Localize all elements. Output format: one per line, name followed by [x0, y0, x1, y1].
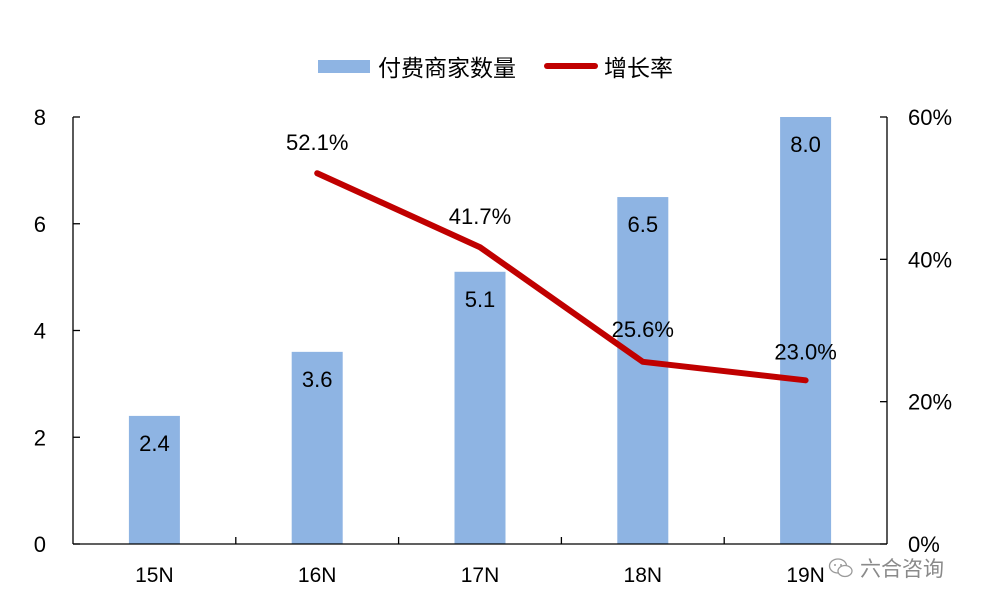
bar-value-label: 3.6 [302, 367, 333, 392]
line-value-label: 41.7% [449, 204, 511, 229]
line-value-label: 25.6% [612, 317, 674, 342]
bar-value-label: 5.1 [465, 287, 496, 312]
chart-legend: 付费商家数量 增长率 [318, 50, 673, 82]
growth-line [314, 170, 809, 384]
right-tick-label: 60% [908, 105, 952, 130]
x-tick-label: 17N [461, 564, 500, 587]
bar-15N [128, 415, 180, 544]
left-tick-label: 2 [34, 425, 46, 450]
wechat-icon [828, 558, 853, 578]
x-tick-label: 19N [786, 564, 825, 587]
bar-19N [780, 117, 832, 544]
bar-17N [454, 271, 506, 544]
legend-label-growth: 增长率 [604, 55, 673, 81]
watermark: 六合咨询 [828, 553, 944, 583]
x-tick-label: 18N [624, 564, 663, 587]
bar-value-label: 2.4 [139, 431, 170, 456]
legend-item-merchants: 付费商家数量 [318, 49, 516, 83]
bar-value-label: 8.0 [790, 132, 821, 157]
right-tick-label: 0% [908, 532, 940, 557]
left-tick-label: 6 [34, 212, 46, 237]
bar-18N [617, 197, 669, 544]
left-tick-label: 8 [34, 105, 46, 130]
line-value-label: 52.1% [286, 130, 348, 155]
left-tick-label: 4 [34, 319, 46, 344]
bar-swatch-icon [318, 59, 370, 73]
right-tick-label: 40% [908, 247, 952, 272]
watermark-text: 六合咨询 [860, 558, 944, 581]
bar-16N [291, 351, 343, 544]
line-value-label: 23.0% [774, 339, 836, 364]
line-swatch-icon [544, 63, 598, 69]
legend-item-growth: 增长率 [516, 49, 673, 83]
bar-value-label: 6.5 [628, 212, 659, 237]
left-tick-label: 0 [34, 532, 46, 557]
legend-label-merchants: 付费商家数量 [378, 55, 516, 81]
right-tick-label: 20% [908, 390, 952, 415]
x-tick-label: 15N [135, 564, 174, 587]
x-tick-label: 16N [298, 564, 337, 587]
